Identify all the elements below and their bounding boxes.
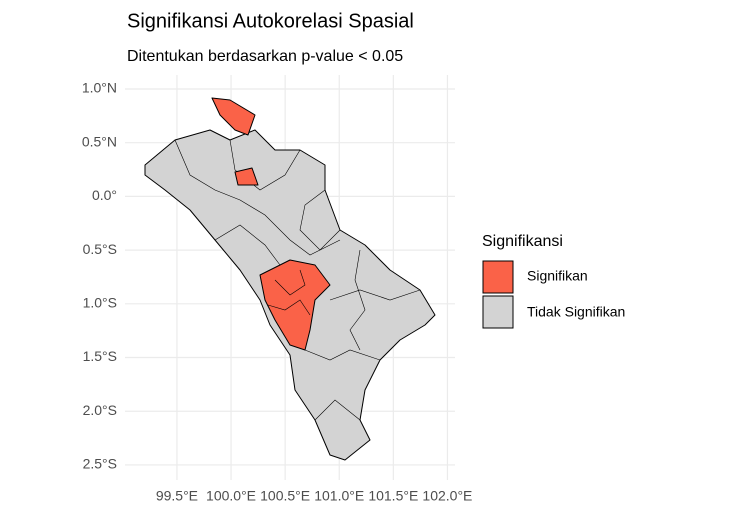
- region-border: [214, 224, 281, 266]
- legend: Signifikansi Signifikan Tidak Signifikan: [482, 233, 625, 329]
- chart-subtitle: Ditentukan berdasarkan p-value < 0.05: [127, 48, 403, 65]
- x-tick-label: 100.0°E: [206, 488, 256, 504]
- legend-label: Tidak Signifikan: [527, 304, 625, 320]
- y-tick-label: 0.0°: [92, 187, 117, 203]
- x-tick-label: 100.5°E: [260, 488, 310, 504]
- region-border: [274, 269, 306, 296]
- region-border: [329, 289, 421, 301]
- x-tick-label: 101.0°E: [314, 488, 364, 504]
- y-tick-label: 2.5°S: [83, 456, 117, 472]
- map: [144, 97, 436, 461]
- region-border: [314, 399, 361, 421]
- x-tick-label: 101.5°E: [368, 488, 418, 504]
- y-tick-label: 0.5°N: [82, 133, 117, 149]
- legend-key: [482, 260, 514, 294]
- x-tick-label: 99.5°E: [156, 488, 198, 504]
- region-border: [304, 349, 381, 361]
- y-tick-label: 2.0°S: [83, 402, 117, 418]
- y-tick-label: 1.0°S: [83, 295, 117, 311]
- region-border: [174, 139, 341, 256]
- region: [234, 167, 259, 186]
- y-tick-label: 0.5°S: [83, 241, 117, 257]
- region: [211, 97, 256, 136]
- y-tick-label: 1.5°S: [83, 348, 117, 364]
- y-tick-label: 1.0°N: [82, 80, 117, 96]
- legend-label: Signifikan: [527, 268, 588, 284]
- legend-key: [482, 295, 514, 329]
- legend-title: Signifikansi: [482, 233, 563, 250]
- region-border: [349, 249, 366, 351]
- chart-title: Signifikansi Autokorelasi Spasial: [127, 10, 414, 32]
- x-tick-label: 102.0°E: [422, 488, 472, 504]
- region-border: [267, 299, 311, 316]
- region-border: [299, 189, 341, 251]
- region-border: [229, 139, 301, 191]
